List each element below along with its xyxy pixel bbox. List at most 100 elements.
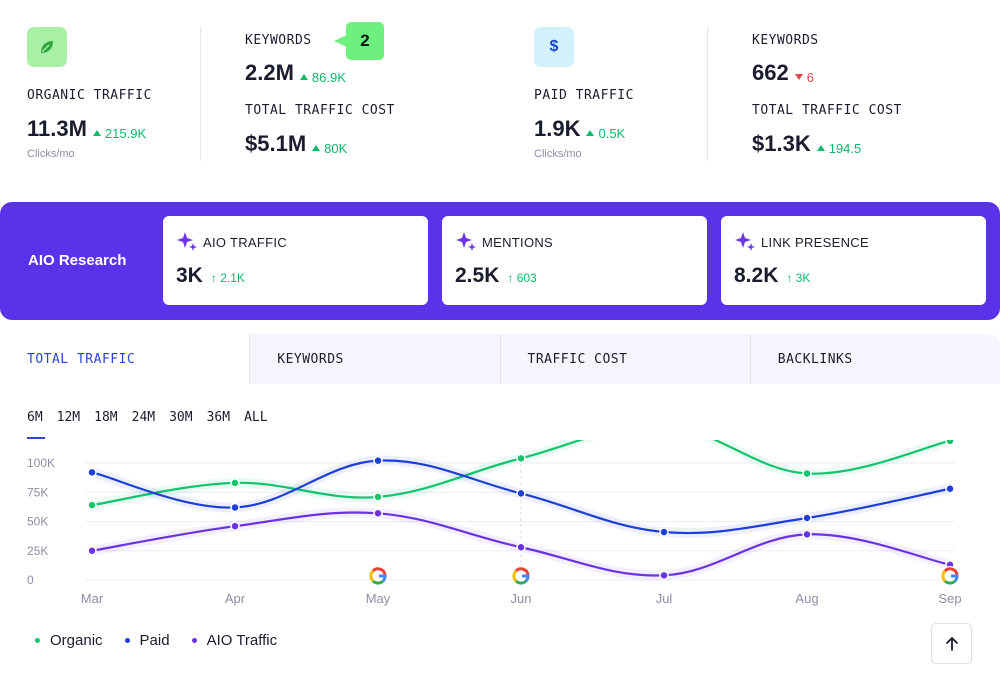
aio-research-panel: AIO Research AIO TRAFFIC 3K ↑ 2.1K MENTI… xyxy=(0,202,1000,320)
data-point-aio-traffic xyxy=(516,542,526,552)
data-point-organic xyxy=(87,500,97,510)
paid-cost-value: $1.3K 194.5 xyxy=(752,131,862,156)
aio-research-title: AIO Research xyxy=(28,252,127,269)
x-tick-label: Jun xyxy=(511,591,532,606)
data-point-aio-traffic xyxy=(659,570,669,581)
data-point-aio-traffic xyxy=(802,529,812,540)
aio-traffic-label: AIO TRAFFIC xyxy=(203,235,287,250)
organic-traffic-label: ORGANIC TRAFFIC xyxy=(27,88,152,103)
legend-dot-organic xyxy=(35,638,40,643)
paid-traffic-delta: 0.5K xyxy=(586,126,625,141)
organic-keywords-label: KEYWORDS xyxy=(245,33,312,48)
mentions-value: 2.5K ↑ 603 xyxy=(455,264,537,287)
scroll-to-top-button[interactable] xyxy=(931,623,972,664)
link-presence-label: LINK PRESENCE xyxy=(761,235,869,250)
paid-cost-label: TOTAL TRAFFIC COST xyxy=(752,103,902,118)
data-point-paid xyxy=(87,467,97,478)
google-update-icon[interactable] xyxy=(511,566,531,586)
range-6m[interactable]: 6M xyxy=(27,410,45,439)
y-tick-label: 0 xyxy=(27,573,34,587)
range-30m[interactable]: 30M xyxy=(169,410,193,425)
link-presence-card[interactable]: LINK PRESENCE 8.2K ↑ 3K xyxy=(721,216,986,305)
x-tick-label: Mar xyxy=(81,591,104,606)
leaf-icon xyxy=(27,27,67,67)
data-point-aio-traffic xyxy=(230,521,240,531)
paid-unit: Clicks/mo xyxy=(534,148,582,160)
traffic-line-chart: 100K 75K 50K 25K 0 Mar Apr May Jun Jul Aug Sep xyxy=(27,440,962,606)
data-point-aio-traffic xyxy=(373,508,383,519)
range-18m[interactable]: 18M xyxy=(94,410,118,425)
y-tick-label: 100K xyxy=(27,456,55,470)
paid-traffic-value: 1.9K 0.5K xyxy=(534,116,626,141)
organic-cost-delta: 80K xyxy=(312,141,347,156)
data-point-organic xyxy=(802,468,812,479)
paid-keywords-value: 662 6 xyxy=(752,60,814,85)
google-update-icon[interactable] xyxy=(368,566,388,586)
arrow-up-icon xyxy=(945,636,958,651)
data-point-paid xyxy=(945,483,955,494)
mentions-card[interactable]: MENTIONS 2.5K ↑ 603 xyxy=(442,216,707,305)
legend-dot-paid xyxy=(124,638,130,643)
paid-keywords-label: KEYWORDS xyxy=(752,33,819,48)
x-tick-label: Apr xyxy=(225,591,246,606)
tab-total-traffic[interactable]: TOTAL TRAFFIC xyxy=(0,334,250,384)
range-all[interactable]: ALL xyxy=(244,410,268,425)
time-range-selector: 6M 12M 18M 24M 30M 36M ALL xyxy=(27,410,268,439)
paid-traffic-label: PAID TRAFFIC xyxy=(534,88,634,103)
divider xyxy=(200,27,201,161)
step-callout-badge: 2 xyxy=(334,22,384,60)
range-12m[interactable]: 12M xyxy=(56,410,81,425)
divider xyxy=(707,27,708,161)
link-presence-value: 8.2K ↑ 3K xyxy=(734,264,811,287)
mentions-delta: ↑ 603 xyxy=(507,271,537,285)
organic-traffic-value: 11.3M 215.9K xyxy=(27,116,147,141)
y-tick-label: 25K xyxy=(27,544,48,558)
y-tick-label: 50K xyxy=(27,515,48,529)
paid-cost-delta: 194.5 xyxy=(816,141,861,156)
dollar-icon: $ xyxy=(534,27,574,67)
google-update-icon[interactable] xyxy=(940,566,960,586)
range-36m[interactable]: 36M xyxy=(206,410,231,425)
data-point-organic xyxy=(516,453,526,464)
tab-backlinks[interactable]: BACKLINKS xyxy=(749,334,1000,384)
aio-traffic-value: 3K ↑ 2.1K xyxy=(176,264,245,287)
sparkle-icon xyxy=(177,232,197,251)
chart-legend: Organic Paid AIO Traffic xyxy=(35,632,277,649)
aio-traffic-delta: ↑ 2.1K xyxy=(210,271,245,285)
range-24m[interactable]: 24M xyxy=(131,410,156,425)
organic-traffic-delta: 215.9K xyxy=(92,126,146,141)
aio-traffic-card[interactable]: AIO TRAFFIC 3K ↑ 2.1K xyxy=(163,216,428,305)
mentions-label: MENTIONS xyxy=(482,235,554,250)
sparkle-icon xyxy=(735,232,755,251)
data-point-organic xyxy=(945,440,955,446)
data-point-paid xyxy=(659,527,669,537)
data-point-organic xyxy=(373,492,383,502)
organic-unit: Clicks/mo xyxy=(27,148,75,160)
data-point-aio-traffic xyxy=(87,546,97,556)
metric-tabs: TOTAL TRAFFIC KEYWORDS TRAFFIC COST BACK… xyxy=(0,334,1000,384)
data-point-paid xyxy=(230,502,240,513)
data-point-organic xyxy=(230,478,240,488)
sparkle-icon xyxy=(456,232,476,251)
tab-keywords[interactable]: KEYWORDS xyxy=(249,334,500,384)
paid-keywords-delta: 6 xyxy=(794,70,814,85)
data-point-paid xyxy=(516,488,526,499)
link-presence-delta: ↑ 3K xyxy=(786,271,811,285)
top-stats: ORGANIC TRAFFIC 11.3M 215.9K Clicks/mo K… xyxy=(0,0,1000,190)
data-point-paid xyxy=(373,455,383,466)
organic-cost-label: TOTAL TRAFFIC COST xyxy=(245,103,395,118)
legend-aio-traffic[interactable]: AIO Traffic xyxy=(191,632,277,649)
organic-keywords-value: 2.2M 86.9K xyxy=(245,60,346,85)
data-point-paid xyxy=(802,513,812,523)
tab-traffic-cost[interactable]: TRAFFIC COST xyxy=(499,334,750,384)
legend-paid[interactable]: Paid xyxy=(124,632,170,649)
y-tick-label: 75K xyxy=(27,485,48,499)
x-tick-label: May xyxy=(366,591,391,606)
organic-keywords-delta: 86.9K xyxy=(299,70,346,85)
x-tick-label: Aug xyxy=(795,591,818,606)
legend-dot-aio xyxy=(191,638,197,643)
organic-cost-value: $5.1M 80K xyxy=(245,131,348,156)
x-tick-label: Sep xyxy=(938,591,961,606)
legend-organic[interactable]: Organic xyxy=(35,632,103,649)
x-tick-label: Jul xyxy=(656,591,673,606)
